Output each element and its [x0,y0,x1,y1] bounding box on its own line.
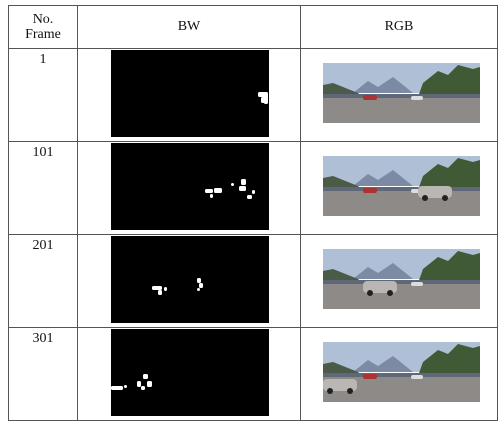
red-car [363,188,377,193]
header-row: No. Frame BW RGB [9,6,498,49]
bw-cell [78,142,301,235]
blob [197,288,200,291]
white-car [411,282,423,286]
header-cell: No. Frame [9,6,78,49]
blob [214,188,222,193]
rgb-image [323,156,480,216]
bw-background [111,329,269,416]
bw-background [111,50,269,137]
header-cell: RGB [301,6,498,49]
bw-cell [78,49,301,142]
ground [323,98,480,123]
blob [247,195,252,199]
ground [323,191,480,216]
white-car [411,96,423,100]
bw-cell [78,328,301,421]
table-row: 201 [9,235,498,328]
bw-image [111,329,269,416]
red-car [363,374,377,379]
blob [124,385,127,388]
blob [158,290,162,295]
wheel [367,290,373,296]
blob [252,190,255,194]
wheel [387,290,393,296]
wheel [347,388,353,394]
table-row: 101 [9,142,498,235]
table-row: 1 [9,49,498,142]
blob [147,381,152,387]
table-header: No. Frame BW RGB [9,6,498,49]
rgb-image [323,342,480,402]
blob [137,381,141,387]
frame-number: 201 [9,235,78,328]
frame-number: 301 [9,328,78,421]
bw-image [111,50,269,137]
blob [239,186,246,191]
bw-image [111,143,269,230]
blob [231,183,234,186]
fence [323,280,480,284]
bw-cell [78,235,301,328]
blob [141,386,145,390]
header-cell: BW [78,6,301,49]
rgb-cell [301,49,498,142]
fence [323,187,480,191]
fence [323,373,480,377]
wheel [442,195,448,201]
frame-number: 1 [9,49,78,142]
rgb-cell [301,235,498,328]
blob [152,286,162,290]
ground [323,284,480,309]
header-text: No. Frame [21,12,65,42]
bw-image [111,236,269,323]
wheel [327,388,333,394]
table-row: 301 [9,328,498,421]
rgb-image [323,63,480,123]
wheel [422,195,428,201]
frame-number: 101 [9,142,78,235]
blob [241,179,246,185]
red-car [363,95,377,100]
bw-background [111,236,269,323]
rgb-image [323,249,480,309]
white-car [411,375,423,379]
blob [164,287,167,291]
blob [199,283,203,288]
rgb-cell [301,328,498,421]
blob [111,386,123,390]
blob [210,194,213,198]
blob [205,189,213,193]
fence [323,94,480,98]
blob [197,278,201,283]
blob [264,94,268,104]
rgb-cell [301,142,498,235]
blob [143,374,148,379]
